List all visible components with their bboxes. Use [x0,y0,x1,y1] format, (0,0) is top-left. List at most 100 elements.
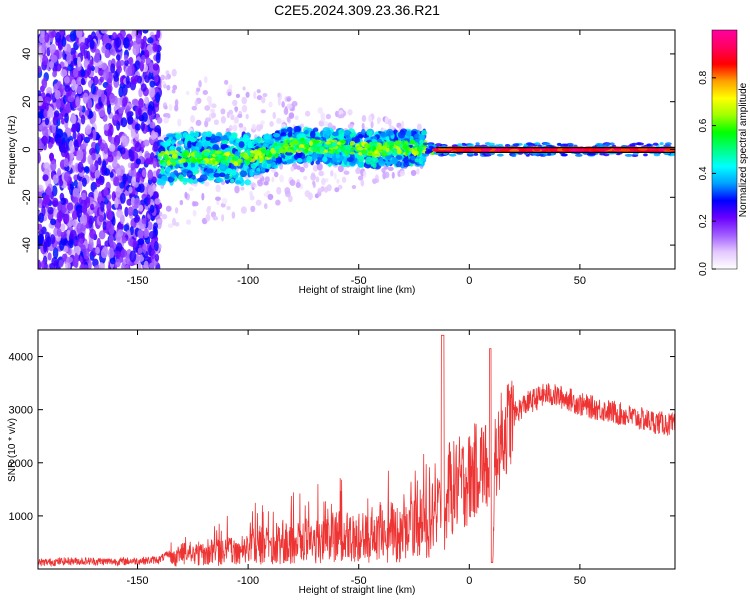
spectrogram-cell [285,151,293,156]
spectrogram-cell [241,104,248,113]
spectrogram-cell [56,228,62,237]
spectrogram-cell [164,75,168,80]
spectrogram-cell [116,168,121,176]
spectrogram-cell [43,109,48,118]
spectrogram-cell [185,90,190,96]
spectrogram-cell [59,30,65,36]
spectrogram-cell [135,158,142,165]
spectrogram-cell [297,157,303,163]
spectrogram-cell [70,126,77,133]
spectrogram-cell [92,94,98,102]
spectrogram-cell [231,211,236,219]
spectrogram-cell [138,98,144,109]
spectrogram-cell [165,112,170,119]
spectrogram-cell [113,75,120,82]
snr-x-tick-label: -150 [127,575,149,587]
spectrogram-cell [191,105,198,111]
spectrogram-cell [551,147,558,152]
spectrogram-cell [260,120,265,125]
spectrogram-cell [341,176,347,183]
spectrogram-cell [152,191,159,200]
spectrogram-cell [114,37,122,48]
spectrogram-cell [428,145,434,149]
spectrogram-cell [266,159,273,164]
spectrogram-cell [312,180,316,186]
spectrogram-cell [337,135,344,140]
spectrogram-cell [205,117,211,123]
spectrogram-cell [215,196,221,201]
snr-x-axis-label: Height of straight line (km) [299,585,416,596]
spectrogram-cell [280,132,287,137]
spectrogram-cell [280,128,288,134]
spectrogram-cell [316,142,323,147]
spectrogram-cell [315,160,321,165]
spectrogram-cell [212,158,216,165]
spectrogram-cell [76,85,83,95]
spectrogram-cell [131,98,139,106]
spectrogram-cell [308,140,314,146]
spectrogram-cell [183,161,188,168]
spectrogram-cell [81,177,87,187]
spectrogram-cell [358,158,364,163]
spectrogram-cell [64,112,69,124]
spectrogram-cell [315,176,320,183]
spectrogram-cell [619,148,631,153]
spectrogram-cell [283,107,289,116]
spectrogram-cell [107,211,113,221]
spectrogram-cell [147,221,153,231]
spectrogram-cell [280,123,287,129]
spectrogram-cell [219,172,226,178]
spectrogram-cell [203,151,210,157]
spectrogram-cell [150,130,156,141]
spectrogram-cell [599,152,606,156]
spectrogram-cell [127,115,134,125]
spectrogram-cell [143,228,149,239]
spectrogram-cell [262,92,268,98]
spectrogram-y-tick-label: 20 [21,96,33,108]
spectrogram-cell [318,170,325,177]
spectrogram-cell [328,150,334,154]
spectrogram-cell [387,140,395,146]
spectrogram-cell [68,140,74,150]
spectrogram-cell [405,130,411,137]
spectrogram-cell [38,233,44,246]
spectrogram-cell [246,159,251,166]
spectrogram-x-axis-label: Height of straight line (km) [299,285,416,296]
spectrogram-cell [115,242,123,253]
spectrogram-cell [117,229,124,237]
spectrogram-cell [132,44,140,56]
spectrogram-cell [286,97,291,102]
spectrogram-cell [149,204,155,214]
spectrogram-cell [285,139,290,144]
spectrogram-cell [286,159,294,164]
spectrogram-cell [106,193,112,200]
spectrogram-cell [349,140,356,146]
spectrogram-cell [82,214,88,226]
spectrogram-cell [225,156,229,161]
spectrogram-cell [160,167,165,175]
spectrogram-cell [256,89,261,94]
spectrogram-cell [80,69,86,77]
spectrogram-cell [63,213,70,225]
spectrogram-cell [131,30,136,37]
spectrogram-cell [60,231,68,239]
spectrogram-cell [276,186,282,195]
spectrogram-cell [157,155,162,160]
spectrogram-cell [410,155,416,161]
spectrogram-cell [258,162,263,169]
spectrogram-marks [38,30,675,269]
spectrogram-cell [79,264,85,269]
spectrogram-cell [140,121,146,132]
spectrogram-cell [533,147,541,152]
spectrogram-cell [293,125,301,133]
spectrogram-cell [263,181,269,186]
spectrogram-cell [147,108,153,116]
spectrogram-cell [71,219,76,227]
spectrogram-cell [518,147,526,152]
spectrogram-cell [66,53,72,65]
spectrogram-cell [203,76,208,84]
spectrogram-cell [65,103,71,112]
spectrogram-cell [142,243,147,254]
spectrogram-cell [272,111,276,119]
